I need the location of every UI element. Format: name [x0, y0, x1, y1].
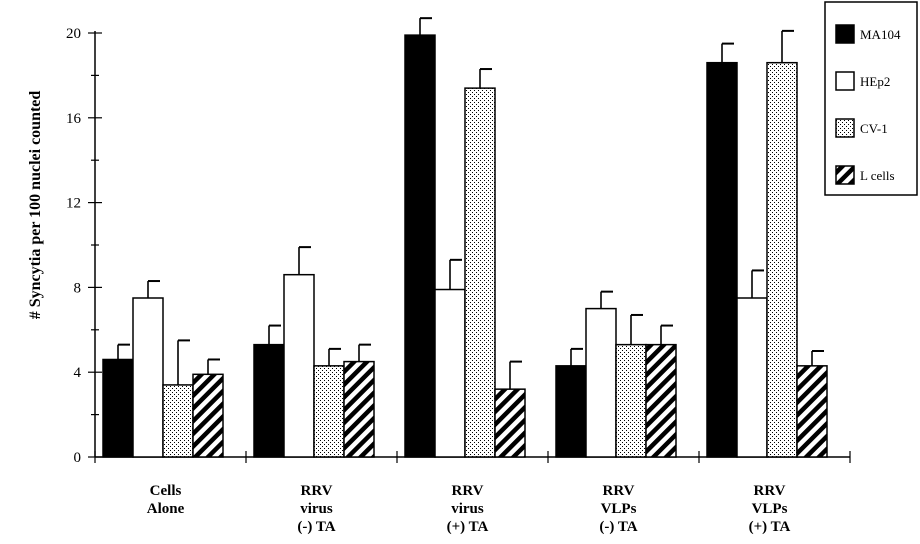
- bars-group: [102, 17, 828, 458]
- bar-ma104: [555, 365, 587, 458]
- category-label: (+) TA: [749, 519, 791, 535]
- tick-labels: 0 4 8 12 16 20: [66, 26, 82, 466]
- bar-ma104: [404, 34, 436, 458]
- legend: MA104 HEp2 CV-1 L cells: [824, 1, 918, 196]
- bar-hep2: [434, 288, 466, 458]
- category-label: Cells: [150, 483, 182, 499]
- legend-label: L cells: [860, 168, 895, 183]
- category-label: (-) TA: [599, 519, 637, 535]
- bar-cv-1: [766, 61, 798, 458]
- bar-hep2: [132, 297, 164, 458]
- y-tick-label: 20: [66, 26, 81, 42]
- y-tick-label: 4: [74, 365, 82, 381]
- bar-ma104: [706, 61, 738, 458]
- category-label: RRV: [452, 483, 484, 499]
- category-label: virus: [300, 501, 333, 517]
- bar-hep2: [736, 297, 768, 458]
- bar-cv-1: [313, 365, 345, 458]
- legend-label: MA104: [860, 27, 901, 42]
- bar-l-cells: [192, 373, 224, 458]
- bar-ma104: [102, 358, 134, 458]
- bar-l-cells: [645, 343, 677, 458]
- legend-label: HEp2: [860, 74, 890, 89]
- bar-l-cells: [494, 388, 526, 458]
- y-axis-label: # Syncytia per 100 nuclei counted: [27, 91, 44, 320]
- category-labels: Cells Alone RRV virus (-) TA RRV virus (+) TA RR…: [147, 483, 791, 535]
- bar-l-cells: [343, 360, 375, 458]
- category-label: VLPs: [752, 501, 788, 517]
- bar-ma104: [253, 343, 285, 458]
- category-label: virus: [451, 501, 484, 517]
- legend-swatch: [835, 24, 855, 44]
- bar-hep2: [585, 307, 617, 458]
- bar-cv-1: [162, 384, 194, 458]
- category-label: VLPs: [601, 501, 637, 517]
- bar-cv-1: [615, 343, 647, 458]
- legend-label: CV-1: [860, 121, 888, 136]
- category-label: RRV: [301, 483, 333, 499]
- bar-cv-1: [464, 87, 496, 458]
- y-tick-label: 12: [66, 196, 81, 212]
- bar-l-cells: [796, 365, 828, 458]
- y-tick-label: 8: [74, 280, 82, 296]
- category-label: Alone: [147, 501, 185, 517]
- category-label: (-) TA: [297, 519, 335, 535]
- legend-swatch: [835, 165, 855, 185]
- legend-swatch: [835, 118, 855, 138]
- legend-swatch: [835, 71, 855, 91]
- category-label: RRV: [603, 483, 635, 499]
- y-tick-label: 16: [66, 111, 82, 127]
- category-label: (+) TA: [447, 519, 489, 535]
- bar-hep2: [283, 273, 315, 458]
- y-tick-label: 0: [74, 450, 82, 466]
- category-label: RRV: [754, 483, 786, 499]
